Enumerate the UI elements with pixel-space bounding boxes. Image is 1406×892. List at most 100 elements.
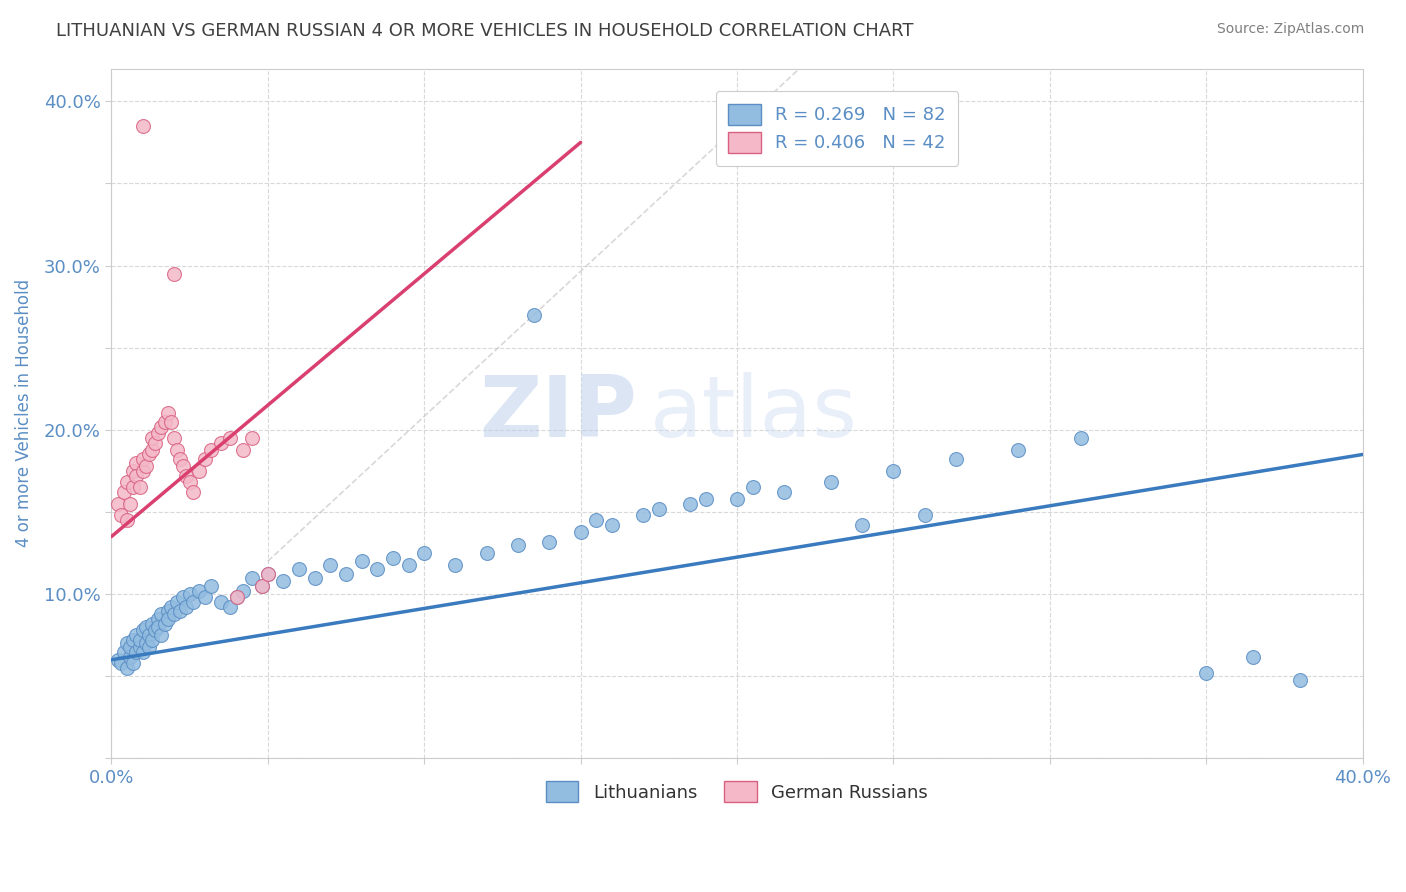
Point [125,456,148,470]
Point [115,513,138,527]
Point [176,468,198,483]
Point [122,656,145,670]
Point [1070,431,1092,445]
Point [141,616,163,631]
Point [209,436,232,450]
Point [219,600,242,615]
Point [600,518,623,533]
Point [135,636,157,650]
Point [179,475,201,490]
Point [585,513,607,527]
Point [209,595,232,609]
Point [176,600,198,615]
Point [1195,665,1218,680]
Point [163,607,186,621]
Point [138,448,160,462]
Point [156,603,179,617]
Point [335,567,357,582]
Point [194,452,217,467]
Point [160,600,183,615]
Point [523,308,546,322]
Point [413,546,436,560]
Point [120,497,142,511]
Point [506,538,529,552]
Point [1241,649,1264,664]
Point [741,480,763,494]
Point [304,571,326,585]
Point [820,475,842,490]
Point [150,607,173,621]
Point [128,480,150,494]
Point [163,431,186,445]
Point [273,574,295,588]
Point [648,501,671,516]
Y-axis label: 4 or more Vehicles in Household: 4 or more Vehicles in Household [15,279,32,548]
Point [122,633,145,648]
Point [188,464,211,478]
Point [115,636,138,650]
Text: LITHUANIAN VS GERMAN RUSSIAN 4 OR MORE VEHICLES IN HOUSEHOLD CORRELATION CHART: LITHUANIAN VS GERMAN RUSSIAN 4 OR MORE V… [56,22,914,40]
Point [120,640,142,654]
Point [128,640,150,654]
Point [181,485,204,500]
Point [240,571,263,585]
Point [150,419,173,434]
Point [125,644,148,658]
Point [319,558,342,572]
Point [232,442,254,457]
Point [350,554,373,568]
Point [131,464,153,478]
Point [148,426,170,441]
Point [695,491,717,506]
Point [398,558,420,572]
Point [288,562,311,576]
Point [131,119,153,133]
Point [1289,673,1312,687]
Point [128,633,150,648]
Point [131,452,153,467]
Point [141,442,163,457]
Point [631,508,654,523]
Point [172,458,194,473]
Point [166,442,188,457]
Point [143,624,166,638]
Point [112,485,135,500]
Point [240,431,263,445]
Point [569,524,592,539]
Point [475,546,498,560]
Point [882,464,904,478]
Point [135,620,157,634]
Point [115,475,138,490]
Point [773,485,796,500]
Point [181,595,204,609]
Point [851,518,873,533]
Point [166,595,188,609]
Point [679,497,702,511]
Point [256,567,278,582]
Point [131,624,153,638]
Point [122,464,145,478]
Point [156,406,179,420]
Point [538,534,561,549]
Point [143,436,166,450]
Point [156,612,179,626]
Point [138,628,160,642]
Point [112,644,135,658]
Point [444,558,467,572]
Point [131,644,153,658]
Point [232,583,254,598]
Point [120,649,142,664]
Point [225,591,247,605]
Point [138,640,160,654]
Point [160,415,183,429]
Text: atlas: atlas [650,372,858,455]
Point [141,431,163,445]
Point [148,612,170,626]
Point [1007,442,1029,457]
Point [225,591,247,605]
Point [250,579,273,593]
Point [163,267,186,281]
Point [135,458,157,473]
Point [107,653,129,667]
Point [250,579,273,593]
